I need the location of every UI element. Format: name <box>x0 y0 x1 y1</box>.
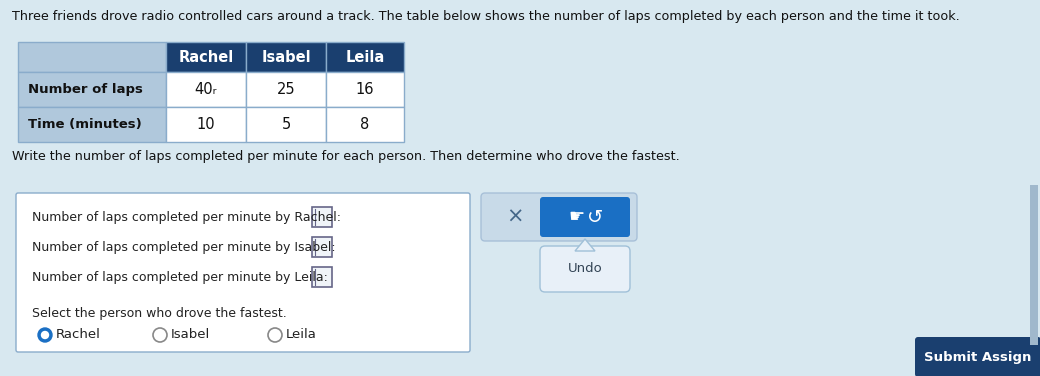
Text: Time (minutes): Time (minutes) <box>28 118 141 131</box>
Text: Submit Assign: Submit Assign <box>925 350 1032 364</box>
Text: 5: 5 <box>282 117 290 132</box>
FancyBboxPatch shape <box>1030 185 1038 345</box>
FancyBboxPatch shape <box>326 42 404 72</box>
FancyBboxPatch shape <box>312 207 332 227</box>
Circle shape <box>153 328 167 342</box>
Text: 8: 8 <box>361 117 369 132</box>
Text: Undo: Undo <box>568 262 602 276</box>
Text: Number of laps completed per minute by Rachel:: Number of laps completed per minute by R… <box>32 211 341 223</box>
FancyBboxPatch shape <box>246 42 326 72</box>
Text: Number of laps completed per minute by Leila:: Number of laps completed per minute by L… <box>32 270 328 284</box>
Text: 40ᵣ: 40ᵣ <box>194 82 217 97</box>
FancyBboxPatch shape <box>16 193 470 352</box>
Text: ×: × <box>506 207 524 227</box>
Circle shape <box>42 332 49 338</box>
FancyBboxPatch shape <box>166 42 246 72</box>
Text: ↺: ↺ <box>587 208 603 226</box>
FancyBboxPatch shape <box>166 72 246 107</box>
FancyBboxPatch shape <box>915 337 1040 376</box>
Text: Number of laps: Number of laps <box>28 83 142 96</box>
Text: Write the number of laps completed per minute for each person. Then determine wh: Write the number of laps completed per m… <box>12 150 680 163</box>
FancyBboxPatch shape <box>326 72 404 107</box>
Text: 10: 10 <box>197 117 215 132</box>
Text: Leila: Leila <box>345 50 385 65</box>
Text: Select the person who drove the fastest.: Select the person who drove the fastest. <box>32 307 287 320</box>
FancyBboxPatch shape <box>18 107 166 142</box>
Text: Rachel: Rachel <box>56 329 101 341</box>
Text: Leila: Leila <box>286 329 317 341</box>
FancyBboxPatch shape <box>480 193 636 241</box>
FancyBboxPatch shape <box>18 72 166 107</box>
Text: ☛: ☛ <box>569 208 586 226</box>
FancyBboxPatch shape <box>540 246 630 292</box>
Circle shape <box>38 328 52 342</box>
Text: Rachel: Rachel <box>179 50 234 65</box>
FancyBboxPatch shape <box>312 237 332 257</box>
Text: Three friends drove radio controlled cars around a track. The table below shows : Three friends drove radio controlled car… <box>12 10 960 23</box>
Circle shape <box>268 328 282 342</box>
Text: 16: 16 <box>356 82 374 97</box>
Text: Isabel: Isabel <box>171 329 210 341</box>
Text: Number of laps completed per minute by Isabel:: Number of laps completed per minute by I… <box>32 241 336 253</box>
Text: 25: 25 <box>277 82 295 97</box>
Polygon shape <box>575 239 595 251</box>
Text: Isabel: Isabel <box>261 50 311 65</box>
FancyBboxPatch shape <box>246 72 326 107</box>
FancyBboxPatch shape <box>18 42 166 72</box>
FancyBboxPatch shape <box>166 107 246 142</box>
FancyBboxPatch shape <box>540 197 630 237</box>
FancyBboxPatch shape <box>312 267 332 287</box>
FancyBboxPatch shape <box>246 107 326 142</box>
FancyBboxPatch shape <box>326 107 404 142</box>
